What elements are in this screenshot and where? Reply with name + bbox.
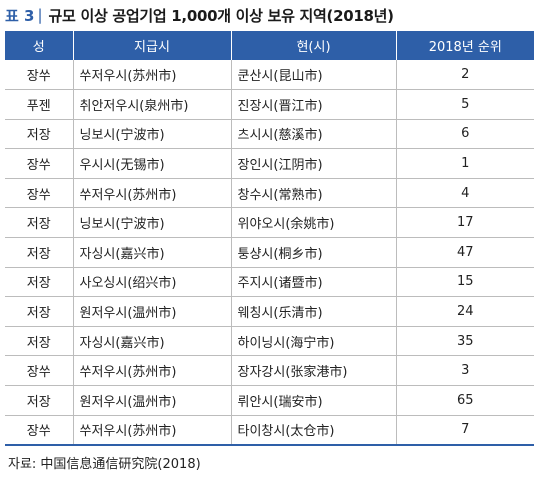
province-cell: 푸젠	[5, 89, 73, 120]
county-city-cell: 뤼안시(瑞安市)	[230, 385, 396, 416]
prefecture-city-cell: 닝보시(宁波市)	[72, 119, 231, 150]
rank-cell: 2	[395, 60, 534, 91]
table-row: 저장 닝보시(宁波市) 위야오시(余姚市) 17	[5, 207, 534, 239]
province-cell: 저장	[5, 119, 73, 150]
rank-cell: 7	[395, 415, 534, 445]
province-cell: 저장	[5, 237, 73, 268]
source-note: 자료: 中国信息通信研究院(2018)	[8, 457, 201, 472]
rank-cell: 4	[395, 178, 534, 209]
table-row: 장쑤 쑤저우시(苏州市) 장자강시(张家港市) 3	[5, 355, 534, 387]
rank-cell: 47	[395, 237, 534, 268]
table-row: 저장 자싱시(嘉兴市) 하이닝시(海宁市) 35	[5, 326, 534, 357]
county-city-cell: 하이닝시(海宁市)	[230, 326, 396, 357]
prefecture-city-cell: 쑤저우시(苏州市)	[72, 178, 231, 209]
table-body: 장쑤 쑤저우시(苏州市) 쿤산시(昆山市) 2 푸젠 취안저우시(泉州市) 진장시(晋江市)…	[5, 60, 534, 445]
table-row: 저장 원저우시(温州市) 뤼안시(瑞安市) 65	[5, 385, 534, 416]
prefecture-city-cell: 사오싱시(绍兴市)	[72, 267, 231, 298]
county-city-cell: 주지시(诸暨市)	[230, 267, 396, 298]
province-cell: 저장	[5, 267, 73, 298]
table-caption: 표 3 | 규모 이상 공업기업 1,000개 이상 보유 지역(2018년)	[5, 3, 394, 27]
prefecture-city-cell: 취안저우시(泉州市)	[72, 89, 231, 120]
province-cell: 저장	[5, 207, 73, 239]
province-cell: 저장	[5, 296, 73, 327]
table-row: 장쑤 쑤저우시(苏州市) 쿤산시(昆山市) 2	[5, 60, 534, 91]
county-city-cell: 츠시시(慈溪市)	[230, 119, 396, 150]
province-cell: 장쑤	[5, 148, 73, 179]
province-cell: 장쑤	[26, 424, 51, 440]
county-city-cell: 타이창시(太仓市)	[230, 415, 396, 445]
prefecture-city-cell: 자싱시(嘉兴市)	[72, 326, 231, 357]
prefecture-city-cell: 쑤저우시(苏州市)	[72, 60, 231, 91]
prefecture-city-cell: 닝보시(宁波市)	[72, 207, 231, 239]
rank-cell: 1	[395, 148, 534, 179]
county-city-cell: 진장시(晋江市)	[230, 89, 396, 120]
caption-separator: |	[37, 6, 43, 24]
county-city-cell: 퉁샹시(桐乡市)	[230, 237, 396, 268]
table-row: 저장 닝보시(宁波市) 츠시시(慈溪市) 6	[5, 119, 534, 150]
table-row: 푸젠 취안저우시(泉州市) 진장시(晋江市) 5	[5, 89, 534, 120]
county-city-cell: 쿤산시(昆山市)	[230, 60, 396, 91]
rank-cell: 15	[395, 267, 534, 298]
rank-cell: 24	[395, 296, 534, 327]
prefecture-city-cell: 쑤저우시(苏州市)	[72, 355, 231, 387]
table-row: 장쑤 쑤저우시(苏州市) 타이창시(太仓市) 7	[5, 415, 534, 445]
rank-cell: 17	[395, 207, 534, 239]
province-cell: 장쑤	[5, 178, 73, 209]
table-row: 저장 사오싱시(绍兴市) 주지시(诸暨市) 15	[5, 267, 534, 298]
province-cell: 장쑤	[5, 355, 73, 387]
rank-cell: 5	[395, 89, 534, 120]
county-city-cell: 창수시(常熟市)	[230, 178, 396, 209]
header-province: 성	[5, 31, 73, 60]
county-city-cell: 장인시(江阴市)	[230, 148, 396, 179]
province-cell: 장쑤	[5, 60, 73, 91]
province-cell: 저장	[5, 326, 73, 357]
header-county-city: 현(시)	[230, 31, 396, 60]
prefecture-city-cell: 원저우시(温州市)	[72, 296, 231, 327]
rank-cell: 6	[395, 119, 534, 150]
table-row: 저장 자싱시(嘉兴市) 퉁샹시(桐乡市) 47	[5, 237, 534, 268]
rank-cell: 35	[395, 326, 534, 357]
county-city-cell: 웨칭시(乐清市)	[230, 296, 396, 327]
table-title: 규모 이상 공업기업 1,000개 이상 보유 지역(2018년)	[48, 6, 394, 25]
header-prefecture-city: 지급시	[72, 31, 231, 60]
table-header-row: 성 지급시 현(시) 2018년 순위	[5, 31, 534, 60]
table-row: 장쑤 우시시(无锡市) 장인시(江阴市) 1	[5, 148, 534, 179]
prefecture-city-cell: 쑤저우시(苏州市)	[72, 415, 231, 445]
table-number: 표 3	[5, 6, 35, 25]
table-row: 장쑤 쑤저우시(苏州市) 창수시(常熟市) 4	[5, 178, 534, 209]
rank-cell: 65	[395, 385, 534, 416]
prefecture-city-cell: 자싱시(嘉兴市)	[72, 237, 231, 268]
prefecture-city-cell: 우시시(无锡市)	[72, 148, 231, 179]
county-city-cell: 장자강시(张家港市)	[230, 355, 396, 387]
regions-table: 성 지급시 현(시) 2018년 순위 장쑤 쑤저우시(苏州市) 쿤산시(昆山市) 2…	[5, 31, 534, 446]
header-rank-2018: 2018년 순위	[395, 31, 534, 60]
rank-cell: 3	[395, 355, 534, 387]
county-city-cell: 위야오시(余姚市)	[230, 207, 396, 239]
province-cell: 저장	[5, 385, 73, 416]
table-row: 저장 원저우시(温州市) 웨칭시(乐清市) 24	[5, 296, 534, 327]
prefecture-city-cell: 원저우시(温州市)	[72, 385, 231, 416]
